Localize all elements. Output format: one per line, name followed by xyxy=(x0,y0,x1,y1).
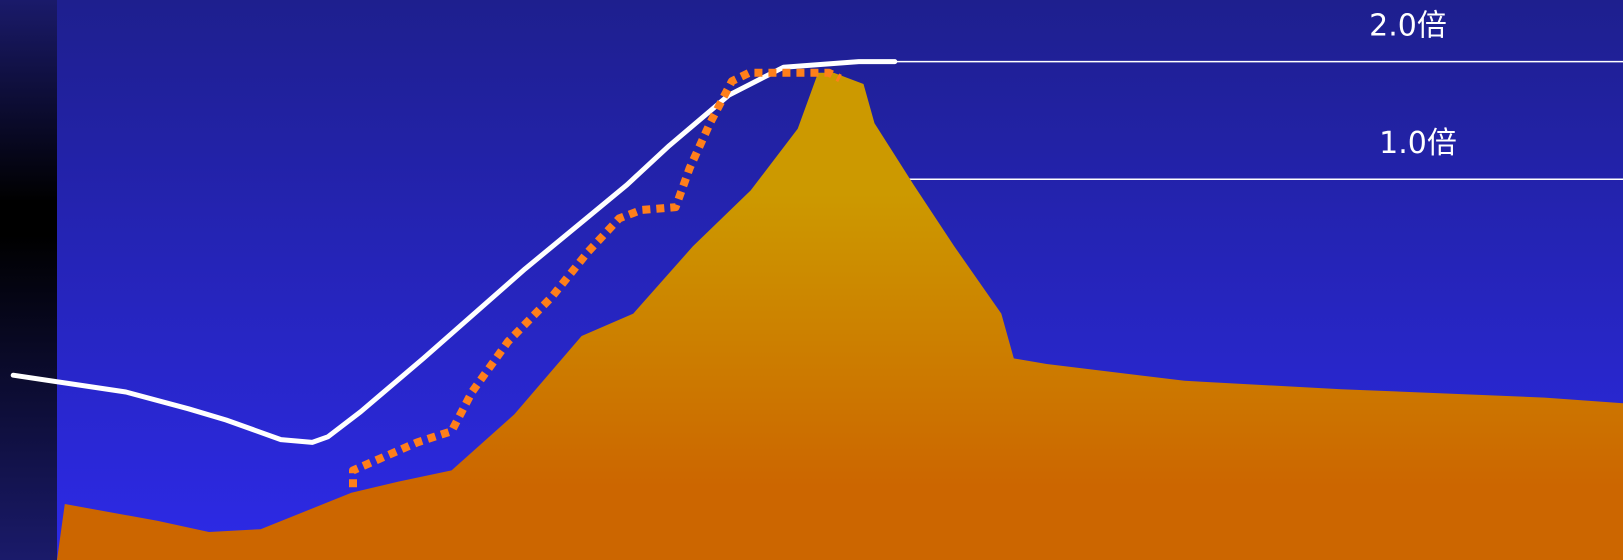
reference-label-1: 1.0倍 xyxy=(1379,126,1457,161)
area-series-0 xyxy=(57,72,1623,560)
solid-line-series-1 xyxy=(10,59,898,445)
reference-labels: 2.0倍 1.0倍 xyxy=(1369,9,1457,162)
series-layer xyxy=(10,59,1623,560)
dotted-line-series-2 xyxy=(349,68,842,488)
reference-lines xyxy=(868,60,1623,180)
reference-label-0: 2.0倍 xyxy=(1369,9,1447,44)
left-edge-bar xyxy=(0,0,57,560)
